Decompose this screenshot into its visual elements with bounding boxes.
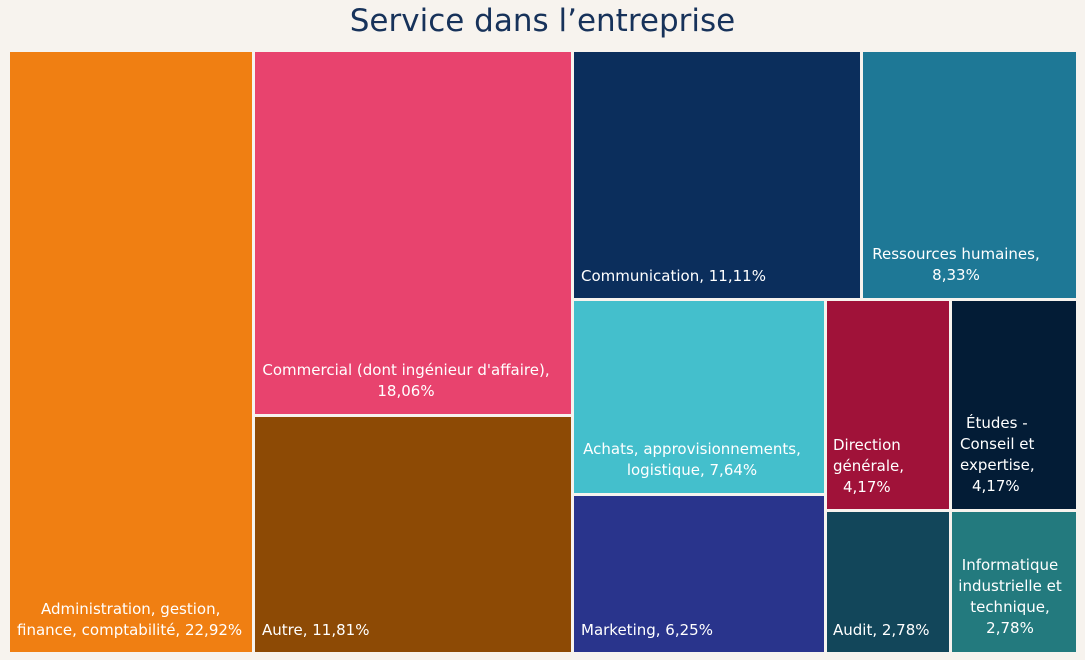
treemap-label-line: Administration, gestion, [41,600,220,618]
treemap-label-line: 4,17% [843,478,891,496]
treemap-tile-achats-approvisionnements-logistique: Achats, approvisionnements, logistique, 7… [574,301,824,493]
treemap-label: Commercial (dont ingénieur d'affaire), 18… [262,361,549,400]
treemap-label: Direction générale, 4,17% [833,436,904,496]
treemap-label: Administration, gestion, finance, comptab… [17,600,242,639]
treemap-tile-administration-gestion-finance-comptabilite: Administration, gestion, finance, comptab… [10,52,252,652]
chart-title: Service dans l’entreprise [349,3,736,39]
treemap-rect [827,301,949,509]
treemap-rect [255,52,571,414]
treemap-label: Achats, approvisionnements, logistique, 7… [583,440,801,479]
treemap-tile-marketing: Marketing, 6,25% [574,496,824,652]
treemap-rect [574,52,860,298]
treemap-label-line: Commercial (dont ingénieur d'affaire), [262,361,549,379]
treemap-label: Communication, 11,11% [581,267,766,285]
treemap-label: Autre, 11,81% [262,621,369,639]
treemap-rect [863,52,1076,298]
treemap-tile-audit: Audit, 2,78% [827,512,949,652]
treemap-label: Informatique industrielle et technique, 2,7… [958,556,1062,637]
treemap-label-line: Marketing, 6,25% [581,621,713,639]
treemap-label-line: Audit, 2,78% [833,621,930,639]
treemap-rect [574,496,824,652]
treemap-tile-direction-generale: Direction générale, 4,17% [827,301,949,509]
treemap-label-line: Direction [833,436,901,454]
treemap-label-line: finance, comptabilité, 22,92% [17,621,242,639]
treemap-label-line: Informatique [962,556,1058,574]
treemap-rect [952,512,1076,652]
treemap-label-line: logistique, 7,64% [627,461,757,479]
treemap-tile-informatique-industrielle-et-technique: Informatique industrielle et technique, 2,7… [952,512,1076,652]
treemap-label-line: générale, [833,457,904,475]
treemap-label-line: Autre, 11,81% [262,621,369,639]
treemap-rect [255,417,571,652]
treemap-tile-commercial-dont-ingenieur-d-affaire: Commercial (dont ingénieur d'affaire), 18… [255,52,571,414]
treemap-rect [952,301,1076,509]
treemap-label-line: expertise, [960,456,1035,474]
treemap-label-line: 8,33% [932,266,980,284]
treemap-label-line: 18,06% [377,382,434,400]
treemap-tile-ressources-humaines: Ressources humaines, 8,33% [863,52,1076,298]
treemap-label: Marketing, 6,25% [581,621,713,639]
treemap-label: Ressources humaines, 8,33% [872,245,1040,284]
treemap-rect [827,512,949,652]
treemap-label-line: technique, [970,598,1050,616]
treemap-tile-communication: Communication, 11,11% [574,52,860,298]
treemap-label: Études - Conseil et expertise, 4,17% [960,413,1035,495]
treemap-label-line: 4,17% [972,477,1020,495]
treemap-label-line: Communication, 11,11% [581,267,766,285]
treemap-rect [574,301,824,493]
treemap-label-line: Achats, approvisionnements, [583,440,801,458]
treemap-label-line: Conseil et [960,435,1035,453]
treemap-label-line: Études - [966,413,1028,432]
treemap-label-line: industrielle et [958,577,1062,595]
treemap-label-line: Ressources humaines, [872,245,1040,263]
treemap-tile-autre: Autre, 11,81% [255,417,571,652]
treemap-tile-etudes-conseil-et-expertise: Études - Conseil et expertise, 4,17% [952,301,1076,509]
treemap-label: Audit, 2,78% [833,621,930,639]
treemap-label-line: 2,78% [986,619,1034,637]
treemap-rect [10,52,252,652]
